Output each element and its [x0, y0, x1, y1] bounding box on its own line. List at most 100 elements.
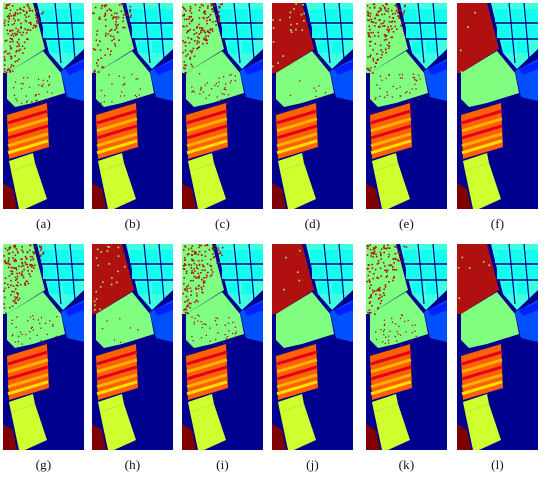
- field-green-large: [7, 51, 65, 107]
- panel-caption: (g): [35, 457, 52, 472]
- panel-caption: (a): [35, 216, 52, 231]
- field-dark-red: [366, 424, 380, 450]
- field-green-large: [276, 51, 334, 107]
- noise-speckle: [93, 246, 139, 343]
- field-cyan-grid: [37, 3, 84, 69]
- classification-map-c: [182, 3, 263, 209]
- field-green-large: [96, 51, 154, 107]
- map-image: [366, 244, 447, 450]
- field-cyan-grid: [216, 244, 263, 310]
- field-dark-red: [457, 183, 471, 209]
- field-green-large: [461, 51, 519, 107]
- field-striped: [186, 103, 228, 159]
- field-cyan-grid: [126, 244, 173, 310]
- classification-map-e: [366, 3, 447, 209]
- field-top-left: [366, 3, 408, 73]
- field-cyan-grid: [491, 3, 538, 69]
- noise-speckle: [272, 3, 327, 97]
- panel-caption: (i): [216, 457, 229, 472]
- field-top-left: [272, 244, 314, 314]
- classification-map-i: [182, 244, 263, 450]
- map-image: [457, 244, 538, 450]
- field-yellow-green: [465, 404, 501, 450]
- noise-speckle: [283, 249, 313, 291]
- field-green-large: [461, 292, 519, 348]
- field-striped: [186, 344, 228, 400]
- classification-map-g: [3, 244, 84, 450]
- classification-map-a: [3, 3, 84, 209]
- field-yellow-green: [280, 404, 316, 450]
- field-yellow-green: [190, 163, 226, 209]
- field-striped: [370, 103, 412, 159]
- field-striped: [461, 344, 503, 400]
- panel-caption: (j): [306, 457, 319, 472]
- field-top-left: [457, 244, 499, 314]
- field-yellow-green: [465, 163, 501, 209]
- field-yellow-green: [374, 404, 410, 450]
- field-striped: [276, 344, 318, 400]
- field-cyan-grid: [491, 244, 538, 310]
- field-cyan-grid: [306, 3, 353, 69]
- classification-map-d: [272, 3, 353, 209]
- field-top-left: [3, 244, 45, 314]
- field-dark-red: [3, 183, 17, 209]
- panel-caption: (c): [214, 216, 231, 231]
- map-image: [182, 244, 263, 450]
- field-top-left: [457, 3, 499, 73]
- field-striped: [7, 344, 49, 400]
- field-yellow-green: [11, 404, 47, 450]
- field-yellow-green: [11, 163, 47, 209]
- field-striped: [7, 103, 49, 159]
- field-yellow-green: [190, 404, 226, 450]
- field-dark-red: [366, 183, 380, 209]
- panel-caption: (f): [490, 216, 505, 231]
- classification-map-j: [272, 244, 353, 450]
- panel-caption: (d): [304, 216, 321, 231]
- classification-map-f: [457, 3, 538, 209]
- field-dark-red: [272, 424, 286, 450]
- field-green-large: [96, 292, 154, 348]
- field-dark-red: [92, 183, 106, 209]
- field-top-left: [366, 244, 408, 314]
- field-dark-red: [272, 183, 286, 209]
- field-striped: [370, 344, 412, 400]
- field-striped: [276, 103, 318, 159]
- panel-caption: (h): [124, 457, 141, 472]
- field-cyan-grid: [37, 244, 84, 310]
- panel-caption: (l): [491, 457, 504, 472]
- map-image: [457, 3, 538, 209]
- field-dark-red: [182, 424, 196, 450]
- field-top-left: [182, 244, 224, 314]
- noise-speckle: [182, 3, 237, 105]
- noise-speckle: [3, 3, 53, 104]
- field-cyan-grid: [400, 244, 447, 310]
- map-image: [182, 3, 263, 209]
- field-top-left: [92, 3, 134, 73]
- noise-speckle: [459, 11, 476, 73]
- map-image: [272, 3, 353, 209]
- map-image: [272, 244, 353, 450]
- field-green-large: [276, 292, 334, 348]
- panel-caption: (e): [398, 216, 415, 231]
- field-cyan-grid: [400, 3, 447, 69]
- map-image: [3, 3, 84, 209]
- map-image: [92, 244, 173, 450]
- field-cyan-grid: [216, 3, 263, 69]
- noise-speckle: [3, 244, 58, 345]
- classification-map-h: [92, 244, 173, 450]
- panel-caption: (b): [124, 216, 141, 231]
- field-top-left: [3, 3, 45, 73]
- map-image: [366, 3, 447, 209]
- field-dark-red: [3, 424, 17, 450]
- field-green-large: [370, 51, 428, 107]
- field-dark-red: [182, 183, 196, 209]
- field-striped: [96, 344, 138, 400]
- field-yellow-green: [374, 163, 410, 209]
- field-top-left: [92, 244, 134, 314]
- field-cyan-grid: [126, 3, 173, 69]
- classification-map-b: [92, 3, 173, 209]
- field-cyan-grid: [306, 244, 353, 310]
- map-image: [92, 3, 173, 209]
- field-striped: [461, 103, 503, 159]
- field-yellow-green: [100, 404, 136, 450]
